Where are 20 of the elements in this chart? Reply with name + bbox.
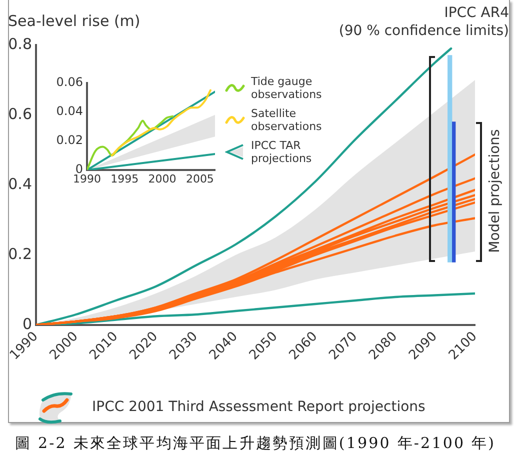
x-tick-label: 1995 <box>110 172 139 186</box>
legend-label: Tide gauge observations <box>251 75 323 101</box>
legend-label: IPCC 2001 Third Assessment Report projections <box>92 398 426 416</box>
y-tick-label: 0.02 <box>56 133 83 148</box>
legend-label: IPCC TAR projections <box>251 139 313 165</box>
x-tick-label: 2000 <box>148 172 176 186</box>
y-tick-label: 0.8 <box>8 34 32 53</box>
y-tick-label: 0.6 <box>8 104 32 123</box>
text: Model projections <box>486 129 504 253</box>
y-tick-label: 0.06 <box>56 75 83 90</box>
text: IPCC AR4 (90 % confidence limits) <box>338 4 509 40</box>
y-tick-label: 0.04 <box>56 104 83 118</box>
legend-label: Satellite observations <box>251 107 323 133</box>
x-tick-label: 1990 <box>73 172 101 186</box>
y-axis-title: Sea-level rise (m) <box>8 12 140 30</box>
y-tick-label: 0.2 <box>8 244 32 263</box>
y-tick-label: 0 <box>22 314 32 333</box>
x-tick-label: 2005 <box>186 172 214 186</box>
caption: 圖 2-2 未來全球平均海平面上升趨勢預測圖(1990 年-2100 年) <box>15 433 496 453</box>
y-tick-label: 0.4 <box>8 174 32 193</box>
